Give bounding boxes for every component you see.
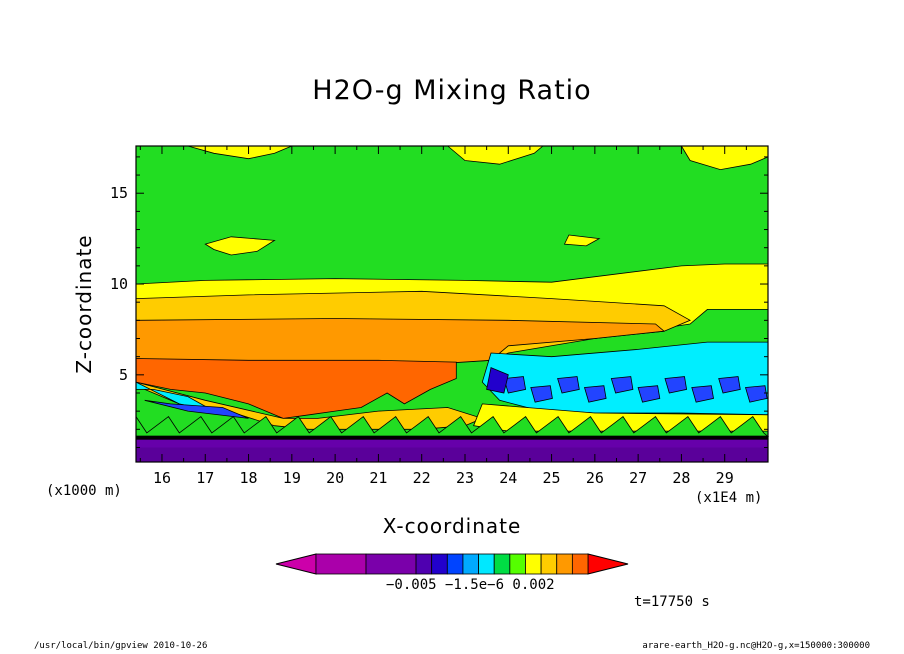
time-label: t=17750 s bbox=[634, 594, 710, 610]
contour-surface-purple-layer bbox=[136, 447, 768, 462]
colorbar-cell bbox=[462, 553, 479, 575]
y-axis-title: Z-coordinate bbox=[72, 234, 96, 374]
x-tick-label: 28 bbox=[672, 469, 690, 487]
colorbar-extend-right bbox=[587, 553, 629, 575]
x-axis-title: X-coordinate bbox=[382, 514, 522, 538]
x-tick-label: 22 bbox=[413, 469, 431, 487]
contour-yellow-blob bbox=[563, 234, 601, 247]
contour-blue-streak bbox=[610, 376, 634, 394]
colorbar-extend-left bbox=[275, 553, 317, 575]
chart-title: H2O-g Mixing Ratio bbox=[312, 75, 592, 106]
colorbar-cell bbox=[525, 553, 542, 575]
contour-yellow-blob bbox=[204, 236, 276, 256]
colorbar-cell bbox=[493, 553, 511, 575]
y-tick-label: 10 bbox=[110, 275, 128, 293]
colorbar-cell bbox=[571, 553, 589, 575]
x-tick-label: 24 bbox=[499, 469, 517, 487]
x-tick-label: 23 bbox=[456, 469, 474, 487]
colorbar-cell bbox=[365, 553, 417, 575]
contour-blue-streak bbox=[557, 376, 580, 394]
x-axis-unit-label: (x1000 m) bbox=[46, 483, 122, 499]
contour-surface-mixed-layer bbox=[135, 415, 770, 437]
x-tick-label: 26 bbox=[586, 469, 604, 487]
footer-source: arare-earth_H2O-g.nc@H2O-g,x=150000:3000… bbox=[642, 641, 870, 651]
x-tick-label: 20 bbox=[326, 469, 344, 487]
colorbar-cell bbox=[556, 553, 573, 575]
x-tick-label: 16 bbox=[153, 469, 171, 487]
y-tick-label: 15 bbox=[110, 184, 128, 202]
x-tick-label: 17 bbox=[196, 469, 214, 487]
colorbar-cell bbox=[540, 553, 558, 575]
colorbar-tick-labels: −0.005 −1.5e−6 0.002 bbox=[386, 577, 555, 593]
x-tick-label: 25 bbox=[543, 469, 561, 487]
colorbar-cell bbox=[509, 553, 526, 575]
colorbar-cell bbox=[478, 553, 495, 575]
x-tick-label: 29 bbox=[716, 469, 734, 487]
colorbar-cell bbox=[431, 553, 448, 575]
colorbar-cell bbox=[415, 553, 433, 575]
y-tick-label: 5 bbox=[119, 366, 128, 384]
x-tick-label: 19 bbox=[283, 469, 301, 487]
contour-left-blue bbox=[144, 399, 249, 419]
contour-blue-streak bbox=[583, 385, 607, 403]
x-tick-label: 18 bbox=[240, 469, 258, 487]
contour-blue-streak bbox=[503, 376, 527, 394]
contour-blue-streak bbox=[664, 376, 688, 394]
contour-surface-boundary bbox=[136, 435, 768, 440]
contour-blue-streak bbox=[530, 385, 553, 403]
contour-blue-streak bbox=[637, 385, 661, 403]
colorbar-cell bbox=[315, 553, 367, 575]
x-tick-label: 21 bbox=[369, 469, 387, 487]
contour-blue-streak bbox=[718, 376, 741, 394]
plot-frame bbox=[135, 145, 769, 463]
contour-blue-streak bbox=[744, 385, 768, 403]
x-tick-label: 27 bbox=[629, 469, 647, 487]
contour-blue-streak bbox=[691, 385, 714, 403]
colorbar-cell bbox=[446, 553, 464, 575]
contour-dark-orange-core bbox=[135, 358, 457, 419]
contour-blue-plume bbox=[486, 367, 509, 394]
footer-command: /usr/local/bin/gpview 2010-10-26 bbox=[34, 641, 208, 651]
x-axis-factor-label: (x1E4 m) bbox=[695, 490, 763, 506]
